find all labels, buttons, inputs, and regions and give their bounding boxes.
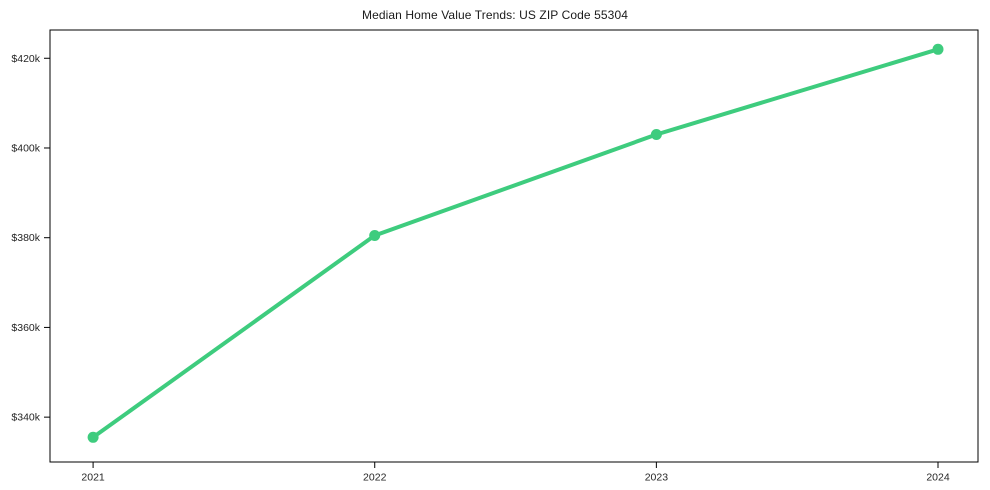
plot-border (49, 29, 979, 463)
chart-title: Median Home Value Trends: US ZIP Code 55… (361, 8, 628, 22)
y-axis-tick-label: $340k (11, 412, 40, 424)
x-axis-tick-label: 2021 (81, 472, 105, 484)
data-point-marker (369, 230, 381, 241)
data-point-marker (932, 43, 944, 55)
y-axis-tick-label: $380k (11, 232, 40, 244)
x-axis-tick-label: 2024 (926, 472, 950, 484)
data-point-marker (650, 129, 662, 140)
x-axis-tick-label: 2023 (645, 472, 669, 484)
x-axis-tick-label: 2022 (363, 472, 387, 484)
trend-line (91, 47, 940, 440)
y-axis-tick-label: $400k (11, 142, 40, 154)
y-axis-tick-label: $360k (11, 322, 40, 334)
y-axis-tick-label: $420k (11, 53, 40, 65)
data-point-marker (87, 431, 99, 443)
